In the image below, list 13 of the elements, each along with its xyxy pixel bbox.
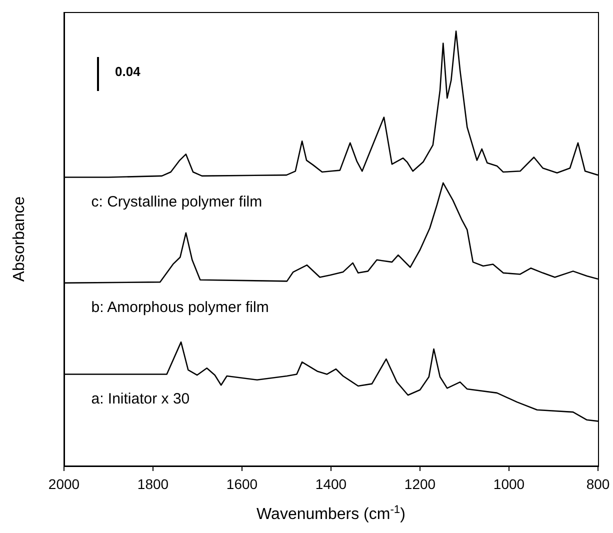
x-tick-label: 1800 bbox=[137, 476, 169, 492]
series-label: c: Crystalline polymer film bbox=[91, 193, 262, 210]
x-tick-label: 800 bbox=[586, 476, 610, 492]
x-tick-label: 1000 bbox=[493, 476, 525, 492]
x-tick-label: 1200 bbox=[404, 476, 436, 492]
x-axis-title: Wavenumbers (cm$^{-1}$) bbox=[256, 504, 406, 523]
y-axis-title: Absorbance bbox=[11, 196, 28, 282]
x-tick-label: 1400 bbox=[315, 476, 347, 492]
x-tick-label: 1600 bbox=[226, 476, 258, 492]
series-label: b: Amorphous polymer film bbox=[91, 299, 269, 316]
series-label: a: Initiator x 30 bbox=[91, 390, 190, 408]
annotation: 0.04 bbox=[115, 64, 140, 79]
x-tick-label: 2000 bbox=[48, 476, 80, 492]
